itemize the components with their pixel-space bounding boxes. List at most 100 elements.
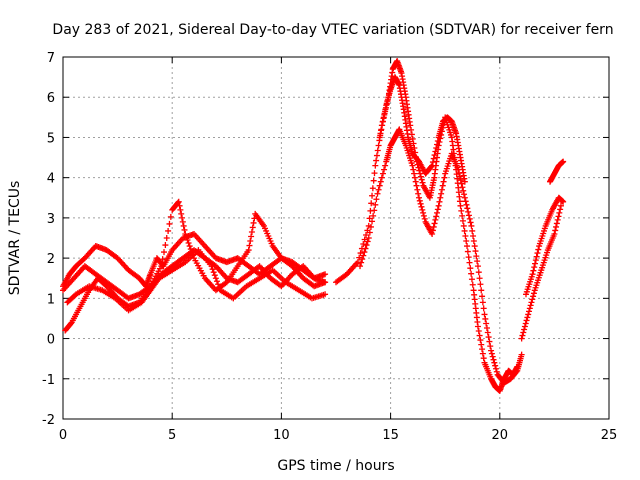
data-point — [372, 201, 379, 208]
data-point — [521, 326, 528, 333]
data-point — [470, 232, 477, 239]
data-point — [472, 248, 479, 255]
data-point — [467, 219, 474, 226]
data-point — [461, 194, 468, 201]
y-tick-label: 4 — [47, 172, 55, 187]
data-point — [378, 126, 385, 133]
data-point — [476, 332, 483, 339]
x-tick-label: 10 — [273, 428, 290, 443]
y-tick-label: 5 — [47, 131, 55, 146]
data-point — [366, 215, 373, 222]
data-point — [434, 137, 441, 144]
data-point — [484, 329, 491, 336]
data-point — [181, 226, 188, 233]
data-point — [179, 214, 186, 221]
data-point — [464, 243, 471, 250]
data-point — [532, 260, 539, 267]
data-point — [534, 250, 541, 257]
data-point — [461, 178, 468, 185]
data-point — [518, 351, 525, 358]
data-point — [554, 216, 561, 223]
data-point — [433, 213, 440, 220]
data-point — [411, 170, 418, 177]
data-point — [431, 220, 438, 227]
data-point — [417, 173, 424, 180]
data-point — [479, 350, 486, 357]
data-point — [186, 243, 193, 250]
data-point — [379, 118, 386, 125]
data-point — [322, 291, 329, 298]
data-point — [465, 212, 472, 219]
data-point — [475, 269, 482, 276]
data-point — [468, 222, 475, 229]
data-point — [248, 228, 255, 235]
data-point — [435, 202, 442, 209]
data-point — [524, 314, 531, 321]
data-point — [474, 323, 481, 330]
data-point — [486, 338, 493, 345]
data-series-track-i — [523, 194, 567, 298]
data-point — [526, 308, 533, 315]
data-point — [556, 209, 563, 216]
data-point — [461, 191, 468, 198]
data-point — [518, 335, 525, 342]
data-point — [208, 263, 215, 270]
data-point — [551, 230, 558, 237]
data-point — [175, 198, 182, 205]
data-point — [412, 178, 419, 185]
data-point — [211, 272, 218, 279]
data-point — [182, 230, 189, 237]
data-points — [60, 58, 567, 394]
data-point — [458, 180, 465, 187]
data-series-track-c — [60, 198, 329, 302]
data-point — [177, 206, 184, 213]
data-point — [248, 233, 255, 240]
data-point — [249, 224, 256, 231]
data-point — [557, 206, 564, 213]
data-point — [163, 235, 170, 241]
data-point — [464, 248, 471, 255]
data-point — [553, 220, 560, 227]
data-series-track-g — [376, 74, 468, 185]
data-point — [380, 114, 387, 121]
data-point — [465, 208, 472, 215]
data-point — [187, 246, 194, 253]
data-point — [465, 254, 472, 261]
data-point — [379, 122, 386, 129]
data-point — [167, 213, 174, 220]
data-point — [470, 238, 477, 245]
data-point — [184, 237, 191, 244]
data-point — [373, 196, 380, 203]
data-point — [532, 257, 539, 264]
data-point — [432, 216, 439, 223]
data-point — [381, 110, 388, 117]
data-point — [429, 159, 436, 166]
x-tick-label: 0 — [59, 428, 67, 443]
data-point — [216, 284, 223, 291]
data-point — [417, 170, 424, 177]
data-point — [366, 229, 373, 236]
data-point — [415, 190, 422, 197]
data-point — [478, 341, 485, 348]
data-point — [488, 347, 495, 354]
data-point — [462, 198, 469, 205]
data-point — [371, 207, 378, 214]
data-point — [377, 178, 384, 185]
data-point — [525, 311, 532, 318]
data-point — [527, 302, 534, 309]
data-point — [358, 259, 365, 266]
data-point — [477, 337, 484, 344]
data-point — [407, 122, 414, 129]
data-point — [376, 134, 383, 141]
data-point — [460, 187, 467, 194]
data-point — [457, 202, 464, 209]
data-point — [529, 271, 536, 278]
data-point — [183, 233, 190, 240]
data-point — [468, 276, 475, 283]
data-point — [363, 242, 370, 249]
data-point — [530, 290, 537, 297]
data-point — [459, 212, 466, 219]
plot-frame — [62, 56, 610, 420]
data-point — [480, 355, 487, 362]
